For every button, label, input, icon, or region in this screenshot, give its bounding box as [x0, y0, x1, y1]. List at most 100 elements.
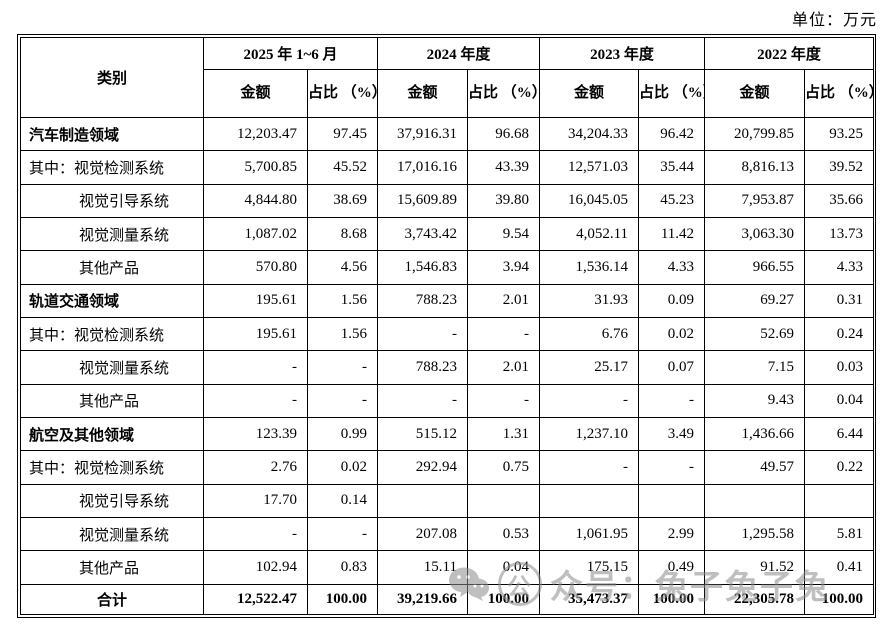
- cell-value: 292.94: [377, 450, 468, 485]
- cell-value: 4,052.11: [539, 216, 640, 252]
- cell-value: [704, 483, 806, 518]
- cell-value: -: [377, 383, 468, 418]
- table-row: 视觉引导系统 4,844.80 38.69 15,609.89 39.80 16,045.…: [20, 183, 875, 218]
- table-row: 视觉引导系统 17.70 0.14: [20, 483, 875, 518]
- cell-value: 0.31: [804, 283, 875, 318]
- cell-value: 102.94: [203, 550, 308, 585]
- cell-value: 0.41: [804, 550, 875, 585]
- cell-value: 195.61: [203, 283, 308, 318]
- row-label: 其中：视觉检测系统: [20, 316, 204, 352]
- row-label: 其中：视觉检测系统: [20, 450, 204, 485]
- header-ratio: 占比 （%）: [638, 69, 706, 118]
- cell-value: 4,844.80: [203, 183, 308, 218]
- cell-value: 0.83: [307, 550, 378, 585]
- header-category: 类别: [20, 37, 204, 118]
- cell-value: 515.12: [377, 416, 468, 452]
- table-row: 视觉测量系统 - -788.23 2.01 25.17 0.07 7.15 0.03: [20, 350, 875, 385]
- cell-value: -: [307, 383, 378, 418]
- cell-value: [466, 483, 541, 518]
- row-label: 视觉测量系统: [20, 350, 204, 385]
- header-ratio: 占比 （%）: [804, 69, 875, 118]
- cell-value: 93.25: [804, 116, 875, 152]
- revenue-breakdown-table: 类别 2025 年 1~6 月 2024 年度 2023 年度 2022 年度 …: [20, 37, 875, 616]
- cell-value: 4.33: [804, 250, 875, 285]
- cell-value: 0.99: [307, 416, 378, 452]
- cell-value: 0.14: [307, 483, 378, 518]
- cell-value: 96.68: [466, 116, 541, 152]
- cell-value: [804, 483, 875, 518]
- cell-value: 0.49: [638, 550, 706, 585]
- table-row: 汽车制造领域 12,203.47 97.45 37,916.31 96.68 34,204…: [20, 116, 875, 152]
- table-row: 视觉测量系统 1,087.02 8.68 3,743.42 9.54 4,052.11 11…: [20, 216, 875, 252]
- table-row: 航空及其他领域 123.39 0.99 515.12 1.31 1,237.10 3.49 1…: [20, 416, 875, 452]
- cell-value: 3.49: [638, 416, 706, 452]
- cell-value: 2.01: [466, 283, 541, 318]
- header-amount: 金额: [539, 69, 640, 118]
- cell-value: 39,219.66: [377, 583, 468, 616]
- revenue-table: 类别 2025 年 1~6 月 2024 年度 2023 年度 2022 年度 …: [17, 34, 876, 618]
- row-label: 其他产品: [20, 250, 204, 285]
- cell-value: 0.04: [466, 550, 541, 585]
- cell-value: 1,061.95: [539, 516, 640, 552]
- table-row: 其中：视觉检测系统 2.76 0.02 292.94 0.75- -49.57 0.22: [20, 450, 875, 485]
- table-header: 类别 2025 年 1~6 月 2024 年度 2023 年度 2022 年度 …: [20, 37, 875, 118]
- cell-value: 195.61: [203, 316, 308, 352]
- table-body: 汽车制造领域 12,203.47 97.45 37,916.31 96.68 34,204…: [20, 116, 875, 616]
- cell-value: 8.68: [307, 216, 378, 252]
- row-label: 航空及其他领域: [20, 416, 204, 452]
- cell-value: 39.80: [466, 183, 541, 218]
- cell-value: 2.01: [466, 350, 541, 385]
- cell-value: 1,087.02: [203, 216, 308, 252]
- cell-value: 0.02: [638, 316, 706, 352]
- cell-value: 9.54: [466, 216, 541, 252]
- cell-value: 1.56: [307, 316, 378, 352]
- header-amount: 金额: [377, 69, 468, 118]
- cell-value: 5.81: [804, 516, 875, 552]
- cell-value: 7.15: [704, 350, 806, 385]
- cell-value: 0.75: [466, 450, 541, 485]
- cell-value: 4.56: [307, 250, 378, 285]
- cell-value: -: [203, 516, 308, 552]
- cell-value: 1,536.14: [539, 250, 640, 285]
- row-label: 其他产品: [20, 383, 204, 418]
- header-amount: 金额: [203, 69, 308, 118]
- cell-value: 22,305.78: [704, 583, 806, 616]
- cell-value: [539, 483, 640, 518]
- cell-value: -: [307, 350, 378, 385]
- cell-value: 15.11: [377, 550, 468, 585]
- cell-value: 0.07: [638, 350, 706, 385]
- cell-value: 39.52: [804, 150, 875, 185]
- cell-value: 37,916.31: [377, 116, 468, 152]
- total-row: 合计 12,522.47 100.00 39,219.66 100.00 35,473.3…: [20, 583, 875, 616]
- cell-value: -: [466, 316, 541, 352]
- cell-value: 4.33: [638, 250, 706, 285]
- cell-value: -: [638, 383, 706, 418]
- cell-value: [638, 483, 706, 518]
- cell-value: 43.39: [466, 150, 541, 185]
- table-row: 其他产品 570.80 4.56 1,546.83 3.94 1,536.14 4.33 96…: [20, 250, 875, 285]
- cell-value: 15,609.89: [377, 183, 468, 218]
- cell-value: 12,203.47: [203, 116, 308, 152]
- cell-value: 11.42: [638, 216, 706, 252]
- cell-value: -: [539, 450, 640, 485]
- cell-value: 69.27: [704, 283, 806, 318]
- table-row: 其他产品 102.94 0.83 15.11 0.04 175.15 0.49 91.52 0.…: [20, 550, 875, 585]
- row-label: 视觉引导系统: [20, 483, 204, 518]
- cell-value: 1.31: [466, 416, 541, 452]
- cell-value: 3.94: [466, 250, 541, 285]
- cell-value: 91.52: [704, 550, 806, 585]
- header-ratio: 占比 （%）: [307, 69, 378, 118]
- cell-value: 45.23: [638, 183, 706, 218]
- cell-value: 45.52: [307, 150, 378, 185]
- cell-value: -: [203, 383, 308, 418]
- cell-value: 1.56: [307, 283, 378, 318]
- row-label: 其中：视觉检测系统: [20, 150, 204, 185]
- header-amount: 金额: [704, 69, 806, 118]
- row-label: 汽车制造领域: [20, 116, 204, 152]
- cell-value: 25.17: [539, 350, 640, 385]
- cell-value: 17,016.16: [377, 150, 468, 185]
- cell-value: 16,045.05: [539, 183, 640, 218]
- row-label: 合计: [20, 583, 204, 616]
- cell-value: 3,063.30: [704, 216, 806, 252]
